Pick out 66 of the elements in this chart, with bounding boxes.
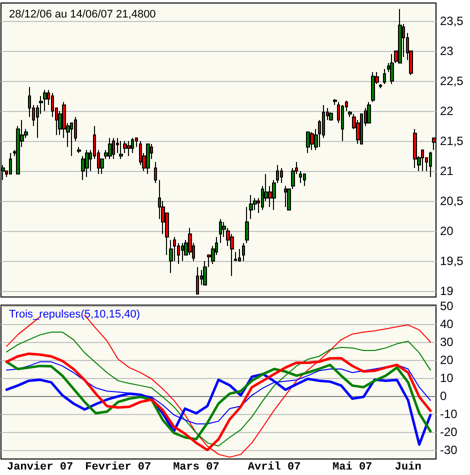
y-tick-label: 19,5 xyxy=(440,254,464,268)
candlestick xyxy=(108,138,112,160)
x-tick-label: Mai 07 xyxy=(332,462,372,474)
x-tick-label: Fevrier 07 xyxy=(85,462,152,474)
line-series xyxy=(6,332,431,447)
candlestick xyxy=(310,132,314,150)
candlestick xyxy=(85,150,89,178)
candlestick xyxy=(249,194,253,220)
candlestick xyxy=(181,242,184,262)
y-tick-label: 23,5 xyxy=(440,14,464,28)
candlestick xyxy=(333,98,337,106)
x-tick-label: Juin xyxy=(394,462,422,474)
candlestick xyxy=(306,132,310,154)
candlestick xyxy=(429,151,432,178)
y-tick-label: 20 xyxy=(440,224,454,238)
y-tick-label: -30 xyxy=(440,443,458,457)
chart-title: Trois_repulses(5,10,15,40) xyxy=(9,308,140,320)
candlestick xyxy=(367,102,371,124)
candlestick xyxy=(219,218,222,244)
candlestick xyxy=(421,150,424,172)
candlestick xyxy=(146,144,150,174)
chart-title: 28/12/06 au 14/06/07 21,4800 xyxy=(9,8,156,20)
candlestick xyxy=(280,168,283,184)
y-tick-label: 40 xyxy=(440,317,454,331)
x-tick-label: Janvier 07 xyxy=(7,462,74,474)
x-tick-label: Avril 07 xyxy=(248,462,301,474)
y-tick-label: 22 xyxy=(440,104,454,118)
y-tick-label: 22,5 xyxy=(440,74,464,88)
y-tick-label: 20,5 xyxy=(440,194,464,208)
y-tick-label: 21,5 xyxy=(440,134,464,148)
candlestick xyxy=(127,140,131,156)
candlestick xyxy=(284,186,287,208)
candlestick xyxy=(303,174,306,186)
candlestick xyxy=(413,128,417,168)
candlestick xyxy=(341,104,344,142)
candlestick xyxy=(299,170,302,184)
y-tick-label: -10 xyxy=(440,407,458,421)
candlestick xyxy=(131,138,134,154)
candlestick xyxy=(234,252,237,262)
candlestick xyxy=(123,140,127,154)
y-tick-label: 20 xyxy=(440,353,454,367)
y-tick-label: 21 xyxy=(440,164,454,178)
candlestick xyxy=(242,242,245,262)
candlestick xyxy=(398,8,402,64)
candlestick xyxy=(245,206,249,244)
y-tick-label: 23 xyxy=(440,44,454,58)
candlestick xyxy=(43,90,47,112)
candlestick xyxy=(196,266,199,294)
candlestick xyxy=(119,140,123,160)
candlestick xyxy=(112,138,115,160)
y-tick-label: 10 xyxy=(440,371,454,385)
y-tick-label: -20 xyxy=(440,425,458,439)
candlestick xyxy=(329,112,333,120)
y-tick-label: 19 xyxy=(440,284,454,298)
y-tick-label: 50 xyxy=(440,299,454,313)
candlestick xyxy=(9,152,12,174)
candlestick xyxy=(77,146,81,154)
candlestick xyxy=(383,68,386,84)
x-tick-label: Mars 07 xyxy=(173,462,220,474)
candlestick xyxy=(154,162,157,184)
candlestick xyxy=(238,248,241,262)
candlestick xyxy=(371,72,375,102)
candlestick xyxy=(169,240,173,274)
y-tick-label: 0 xyxy=(440,389,447,403)
y-tick-label: 30 xyxy=(440,335,454,349)
candlestick xyxy=(390,54,394,84)
